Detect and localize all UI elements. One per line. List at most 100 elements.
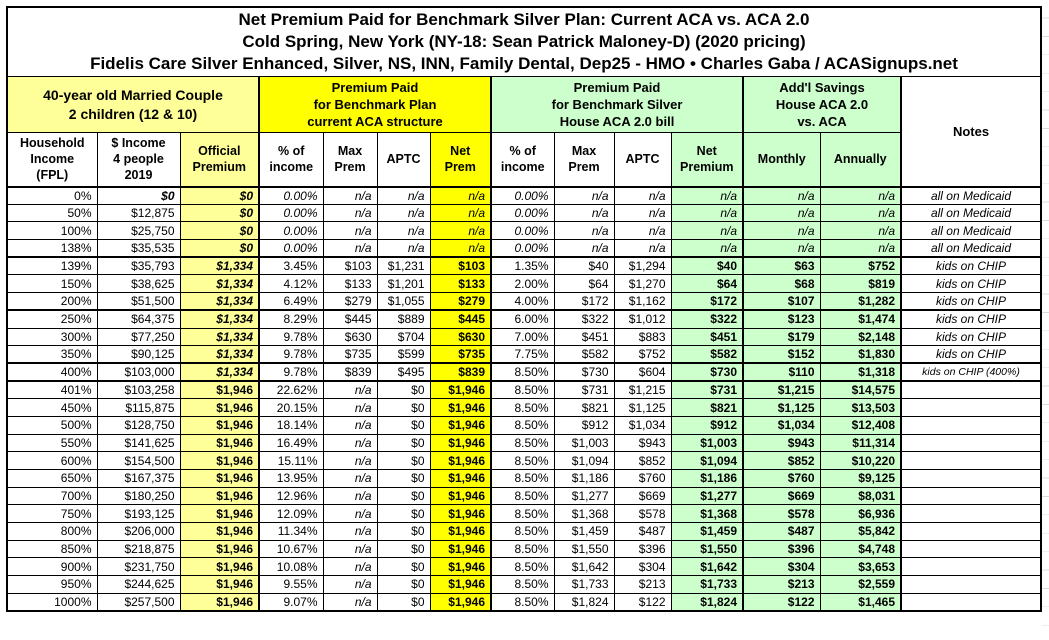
cell-income: $128,750 [96,415,181,435]
cell-aca2_aptc: $1,034 [613,415,672,435]
data-row-750-fpl: 750% $193,125 $1,946 12.09% n/a $0 $1,946 8.50%… [6,504,1042,524]
cell-aca_max: $630 [322,327,378,347]
cell-aca_aptc: n/a [376,186,431,205]
cell-income: $115,875 [96,398,181,417]
cell-monthly: n/a [742,203,821,223]
cell-aca2_net: $1,094 [670,451,744,470]
data-row-250-fpl: 250% $64,375 $1,334 8.29% $445 $889 $445 6.00% $… [6,309,1042,329]
cell-aca_max: n/a [322,433,378,453]
cell-monthly: $107 [742,292,821,312]
cell-monthly: $63 [742,256,821,276]
cell-aca2_max: n/a [553,239,615,259]
cell-annually: $4,748 [819,539,902,559]
cell-monthly: $179 [742,327,821,347]
cell-note: kids on CHIP [900,345,1042,365]
cell-aca2_net: $821 [670,398,744,417]
cell-annually: n/a [819,221,902,241]
data-row-139-fpl: 139% $35,793 $1,334 3.45% $103 $1,231 $103 1.35… [6,256,1042,276]
cell-official: $1,334 [179,345,260,365]
cell-aca2_net: $1,550 [670,539,744,559]
table-header: Net Premium Paid for Benchmark Silver Pl… [6,6,1042,188]
cell-note [900,415,1042,435]
cell-fpl: 139% [6,256,98,276]
cell-aca2_pct: 8.50% [490,433,555,453]
cell-aca2_net: $1,642 [670,557,744,577]
cell-aca2_net: $582 [670,345,744,365]
cell-aca_pct: 0.00% [258,203,324,223]
cell-fpl: 138% [6,239,98,259]
cell-fpl: 250% [6,309,98,329]
cell-aca_pct: 4.12% [258,274,324,294]
data-row-800-fpl: 800% $206,000 $1,946 11.34% n/a $0 $1,946 8.50%… [6,522,1042,541]
cell-aca_pct: 10.67% [258,539,324,559]
cell-aca2_pct: 8.50% [490,398,555,417]
savings-group-header: Add'l Savings House ACA 2.0 vs. ACA [742,76,902,133]
cell-official: $0 [179,186,260,205]
cell-annually: $1,830 [819,345,902,365]
cell-annually: $2,148 [819,327,902,347]
cell-aca2_aptc: $852 [613,451,672,470]
notes-header: Notes [900,76,1042,188]
cell-aca_aptc: $0 [376,522,431,541]
cell-aca2_aptc: $578 [613,504,672,524]
cell-aca2_pct: 8.50% [490,575,555,594]
cell-fpl: 0% [6,186,98,205]
cell-income: $218,875 [96,539,181,559]
cell-aca2_net: n/a [670,186,744,205]
cell-aca_aptc: $0 [376,415,431,435]
data-row-850-fpl: 850% $218,875 $1,946 10.67% n/a $0 $1,946 8.50%… [6,539,1042,559]
cell-aca2_max: n/a [553,203,615,223]
cell-aca2_aptc: $943 [613,433,672,453]
cell-fpl: 800% [6,522,98,541]
cell-income: $25,750 [96,221,181,241]
cell-income: $257,500 [96,592,181,612]
cell-fpl: 100% [6,221,98,241]
cell-income: $244,625 [96,575,181,594]
cell-note [900,557,1042,577]
cell-aca2_max: $64 [553,274,615,294]
cell-aca2_aptc: $669 [613,486,672,506]
cell-monthly: $1,125 [742,398,821,417]
cell-fpl: 200% [6,292,98,312]
cell-aca2_aptc: n/a [613,221,672,241]
cell-official: $1,946 [179,539,260,559]
col-header-income: $ Income 4 people 2019 [96,132,181,188]
cell-aca2_max: n/a [553,221,615,241]
data-row-600-fpl: 600% $154,500 $1,946 15.11% n/a $0 $1,946 8.50%… [6,451,1042,470]
cell-income: $141,625 [96,433,181,453]
cell-official: $1,946 [179,486,260,506]
title-line-1: Net Premium Paid for Benchmark Silver Pl… [238,10,810,29]
cell-aca_aptc: $0 [376,592,431,612]
cell-aca_max: $735 [322,345,378,365]
cell-aca_aptc: $0 [376,539,431,559]
cell-income: $154,500 [96,451,181,470]
cell-note [900,469,1042,488]
cell-fpl: 50% [6,203,98,223]
cell-aca2_pct: 0.00% [490,203,555,223]
cell-aca_net: $1,946 [429,380,492,400]
cell-fpl: 350% [6,345,98,365]
cell-aca2_max: $821 [553,398,615,417]
cell-aca2_aptc: $1,162 [613,292,672,312]
col-header-fpl: Household Income (FPL) [6,132,98,188]
cell-aca2_max: $731 [553,380,615,400]
data-row-350-fpl: 350% $90,125 $1,334 9.78% $735 $599 $735 7.75% $… [6,345,1042,365]
cell-aca_pct: 0.00% [258,221,324,241]
data-row-550-fpl: 550% $141,625 $1,946 16.49% n/a $0 $1,946 8.50%… [6,433,1042,453]
cell-aca_net: $1,946 [429,433,492,453]
cell-official: $1,334 [179,274,260,294]
group-header-row: 40-year old Married Couple 2 children (1… [6,76,1042,188]
cell-monthly: $213 [742,575,821,594]
cell-aca2_net: n/a [670,221,744,241]
cell-note [900,398,1042,417]
col-header-aca2_max: Max Prem [553,132,615,188]
cell-aca2_max: $1,368 [553,504,615,524]
cell-aca_pct: 16.49% [258,433,324,453]
cell-note: kids on CHIP (400%) [900,362,1042,383]
cell-aca_max: n/a [322,504,378,524]
title-row: Net Premium Paid for Benchmark Silver Pl… [6,6,1042,77]
cell-note: kids on CHIP [900,256,1042,276]
title-line-3: Fidelis Care Silver Enhanced, Silver, NS… [90,54,958,73]
cell-aca2_aptc: n/a [613,186,672,205]
cell-monthly: $396 [742,539,821,559]
